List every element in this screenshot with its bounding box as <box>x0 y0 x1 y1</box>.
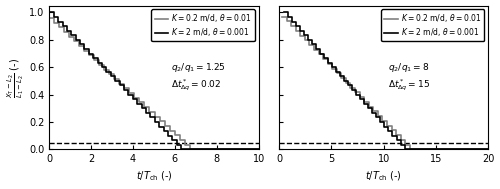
Line: $K = 0.2$ m/d, $\theta = 0.01$: $K = 0.2$ m/d, $\theta = 0.01$ <box>50 18 258 149</box>
$K = 0.2$ m/d, $\theta = 0.01$ <box>46 17 52 19</box>
$K = 0.2$ m/d, $\theta = 0.01$ <box>279 15 285 18</box>
Line: $K = 0.2$ m/d, $\theta = 0.01$: $K = 0.2$ m/d, $\theta = 0.01$ <box>282 16 488 149</box>
Text: $\Delta t_{\Delta q}^* = 0.02$: $\Delta t_{\Delta q}^* = 0.02$ <box>170 77 221 93</box>
X-axis label: $t / T_{\rm ch}$ (-): $t / T_{\rm ch}$ (-) <box>136 170 172 184</box>
$K = 0.2$ m/d, $\theta = 0.01$ <box>486 148 492 151</box>
$K = 2$ m/d, $\theta = 0.001$ <box>82 48 87 50</box>
$K = 2$ m/d, $\theta = 0.001$ <box>293 20 299 23</box>
$K = 0.2$ m/d, $\theta = 0.01$ <box>375 115 381 117</box>
$K = 2$ m/d, $\theta = 0.001$ <box>314 48 320 50</box>
$K = 2$ m/d, $\theta = 0.001$ <box>112 80 118 82</box>
Text: $\Delta t_{\Delta q}^* = 15$: $\Delta t_{\Delta q}^* = 15$ <box>388 77 430 93</box>
$K = 0.2$ m/d, $\theta = 0.01$ <box>407 148 413 151</box>
$K = 0.2$ m/d, $\theta = 0.01$ <box>166 129 172 132</box>
X-axis label: $t / T_{\rm ch}$ (-): $t / T_{\rm ch}$ (-) <box>365 170 402 184</box>
$K = 2$ m/d, $\theta = 0.001$ <box>342 80 347 82</box>
$K = 2$ m/d, $\theta = 0.001$ <box>130 94 136 96</box>
$K = 2$ m/d, $\theta = 0.001$ <box>486 148 492 151</box>
$K = 0.2$ m/d, $\theta = 0.01$ <box>311 49 317 51</box>
$K = 2$ m/d, $\theta = 0.001$ <box>46 11 52 14</box>
$K = 2$ m/d, $\theta = 0.001$ <box>358 94 364 96</box>
$K = 0.2$ m/d, $\theta = 0.01$ <box>256 148 262 151</box>
$K = 0.2$ m/d, $\theta = 0.01$ <box>152 115 158 118</box>
$K = 2$ m/d, $\theta = 0.001$ <box>256 148 262 151</box>
$K = 2$ m/d, $\theta = 0.001$ <box>72 39 78 41</box>
$K = 2$ m/d, $\theta = 0.001$ <box>305 39 311 41</box>
$K = 0.2$ m/d, $\theta = 0.01$ <box>402 144 408 146</box>
$K = 2$ m/d, $\theta = 0.001$ <box>281 11 287 14</box>
$K = 0.2$ m/d, $\theta = 0.01$ <box>182 144 188 146</box>
$K = 0.2$ m/d, $\theta = 0.01$ <box>388 129 394 132</box>
$K = 0.2$ m/d, $\theta = 0.01$ <box>82 50 87 52</box>
$K = 0.2$ m/d, $\theta = 0.01$ <box>311 44 317 46</box>
$K = 2$ m/d, $\theta = 0.001$ <box>165 130 171 132</box>
$K = 0.2$ m/d, $\theta = 0.01$ <box>142 106 148 108</box>
Legend: $K = 0.2$ m/d, $\theta = 0.01$, $K = 2$ m/d, $\theta = 0.001$: $K = 0.2$ m/d, $\theta = 0.01$, $K = 2$ … <box>152 9 255 41</box>
Text: $q_2/q_1 = 1.25$: $q_2/q_1 = 1.25$ <box>170 61 226 74</box>
Legend: $K = 0.2$ m/d, $\theta = 0.01$, $K = 2$ m/d, $\theta = 0.001$: $K = 0.2$ m/d, $\theta = 0.01$, $K = 2$ … <box>381 9 484 41</box>
$K = 0.2$ m/d, $\theta = 0.01$ <box>186 148 192 151</box>
$K = 2$ m/d, $\theta = 0.001$ <box>60 20 66 23</box>
$K = 2$ m/d, $\theta = 0.001$ <box>178 148 184 151</box>
Line: $K = 2$ m/d, $\theta = 0.001$: $K = 2$ m/d, $\theta = 0.001$ <box>50 12 258 149</box>
$K = 0.2$ m/d, $\theta = 0.01$ <box>82 45 87 47</box>
$K = 2$ m/d, $\theta = 0.001$ <box>390 130 396 132</box>
$K = 0.2$ m/d, $\theta = 0.01$ <box>366 106 372 108</box>
Line: $K = 2$ m/d, $\theta = 0.001$: $K = 2$ m/d, $\theta = 0.001$ <box>284 12 488 149</box>
Y-axis label: $\frac{X_{\rm T}-L_2}{L_1-L_2}$ (-): $\frac{X_{\rm T}-L_2}{L_1-L_2}$ (-) <box>6 57 26 98</box>
$K = 2$ m/d, $\theta = 0.001$ <box>402 148 407 151</box>
Text: $q_2/q_1 = 8$: $q_2/q_1 = 8$ <box>388 61 429 74</box>
